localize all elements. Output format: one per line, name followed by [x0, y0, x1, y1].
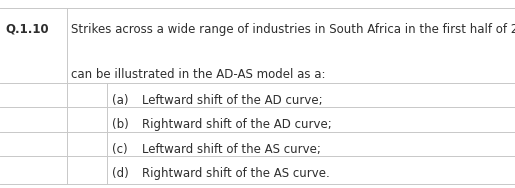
Text: can be illustrated in the AD-AS model as a:: can be illustrated in the AD-AS model as…: [71, 68, 325, 81]
Text: Rightward shift of the AS curve.: Rightward shift of the AS curve.: [142, 167, 330, 180]
Text: (b): (b): [112, 118, 129, 131]
Text: (a): (a): [112, 94, 128, 107]
Text: (d): (d): [112, 167, 129, 180]
Text: Rightward shift of the AD curve;: Rightward shift of the AD curve;: [142, 118, 331, 131]
Text: (c): (c): [112, 143, 127, 156]
Text: Q.1.10: Q.1.10: [5, 23, 49, 36]
Text: Leftward shift of the AS curve;: Leftward shift of the AS curve;: [142, 143, 320, 156]
Text: Leftward shift of the AD curve;: Leftward shift of the AD curve;: [142, 94, 322, 107]
Text: Strikes across a wide range of industries in South Africa in the first half of 2: Strikes across a wide range of industrie…: [71, 23, 515, 36]
